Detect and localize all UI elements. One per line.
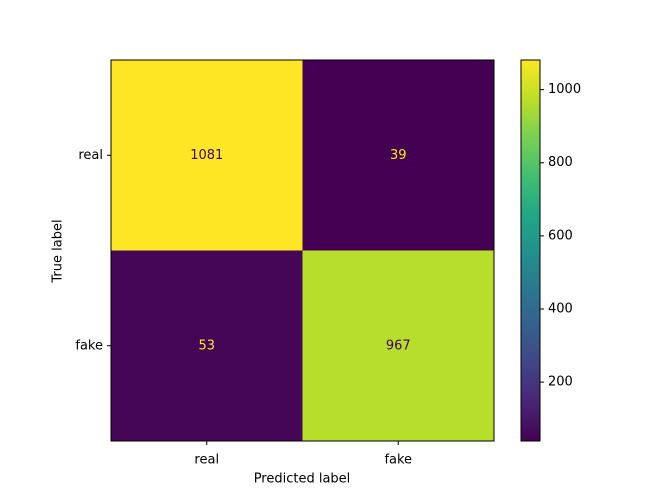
heatmap-cell (111, 60, 303, 251)
colorbar-tick-label: 600 (548, 228, 573, 243)
colorbar (521, 60, 540, 441)
heatmap-cell (302, 250, 494, 441)
cell-value-label: 39 (390, 148, 407, 163)
cell-value-label: 1081 (190, 148, 223, 163)
colorbar-tick-label: 400 (548, 302, 573, 317)
colorbar-tick-label: 1000 (548, 82, 581, 97)
y-axis-label: True label (51, 219, 66, 283)
cell-value-label: 967 (386, 338, 411, 353)
heatmap-cell (111, 250, 303, 441)
x-tick-label: real (194, 453, 219, 468)
x-tick-label: fake (384, 453, 412, 468)
x-axis-label: Predicted label (254, 472, 351, 487)
colorbar-tick-label: 800 (548, 155, 573, 170)
cell-value-label: 53 (198, 338, 215, 353)
heatmap-cell (302, 60, 494, 251)
y-tick-label: real (78, 148, 103, 163)
y-tick-label: fake (75, 338, 103, 353)
colorbar-tick-label: 200 (548, 375, 573, 390)
colorbar-frame (520, 59, 541, 442)
plot-frame (110, 59, 495, 442)
